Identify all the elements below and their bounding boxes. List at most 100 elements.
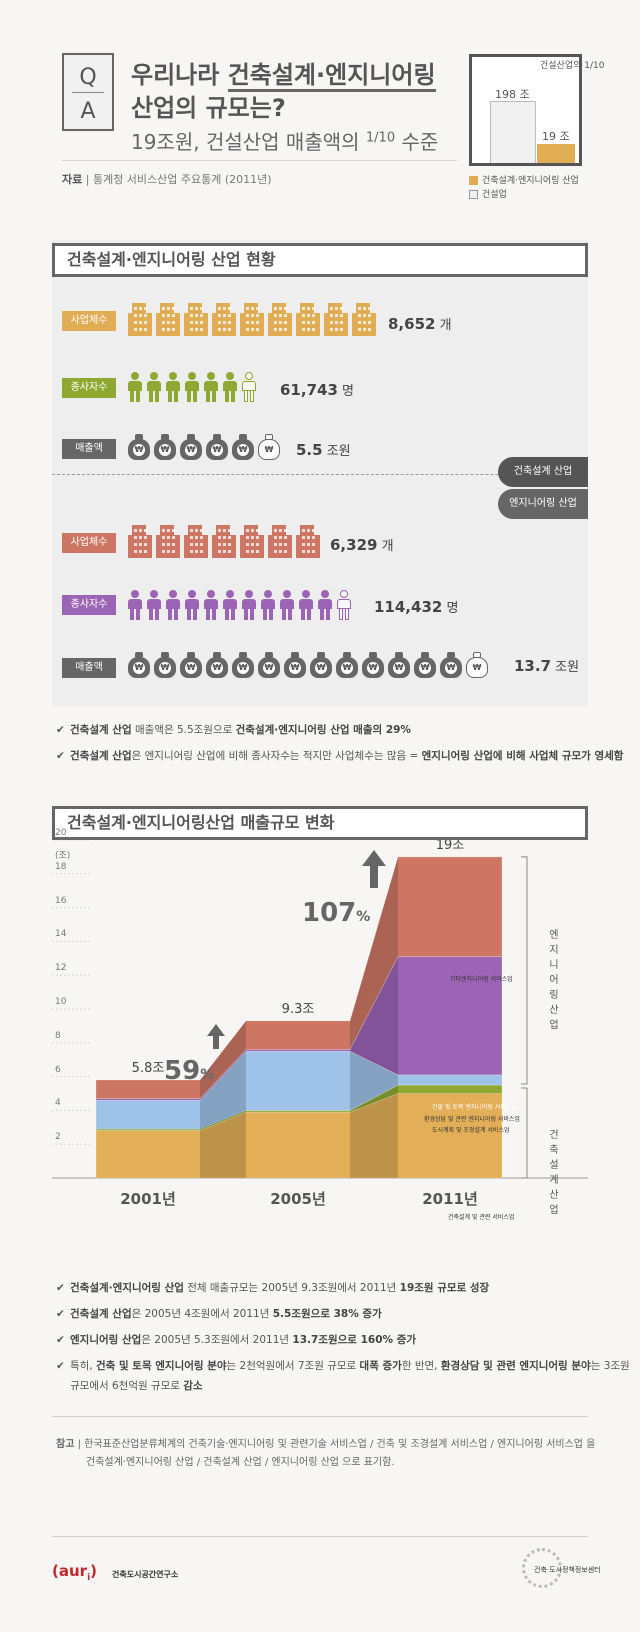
legend-construction: 건설업 [469, 187, 507, 200]
money-bag-icon: ₩ [284, 652, 306, 678]
area-transition-shade [200, 1051, 246, 1129]
eng-sales-icons: ₩ ₩ ₩ ₩ ₩ ₩ ₩ ₩ ₩ ₩ ₩ ₩ ₩ ₩ [128, 652, 492, 678]
money-bag-icon: ₩ [466, 652, 488, 678]
qa-badge: Q A [62, 53, 114, 131]
building-icon [296, 525, 320, 558]
building-icon [268, 525, 292, 558]
total-label: 19조 [436, 840, 465, 853]
building-icon [212, 303, 236, 336]
person-icon [318, 590, 332, 620]
divider [52, 1536, 588, 1537]
money-bag-icon: ₩ [258, 652, 280, 678]
person-icon [280, 590, 294, 620]
center-logo-icon [522, 1548, 562, 1588]
x-tick-label: 2005년 [270, 1190, 326, 1208]
building-icon [240, 303, 264, 336]
person-icon [185, 590, 199, 620]
arch-sales-label: 매출액 [62, 439, 116, 459]
area-transition-shade [350, 856, 398, 1050]
y-tick-label: 18 [55, 861, 67, 872]
construction-value: 198 조 [495, 88, 530, 101]
tab-engineering[interactable]: 엔지니어링 산업 [498, 489, 588, 519]
building-icon [268, 303, 292, 336]
institute-name: 건축도시공간연구소 [112, 1570, 179, 1579]
tab-architecture[interactable]: 건축설계 산업 [498, 457, 588, 487]
y-tick-label: 10 [55, 997, 67, 1007]
source: 자료 | 통계청 서비스산업 주요통계 (2011년) [62, 173, 272, 186]
qa-q: Q [79, 65, 97, 90]
arrow-up-icon [207, 1024, 225, 1049]
money-bag-icon: ₩ [128, 434, 150, 460]
arch-workers-label: 종사자수 [62, 378, 116, 398]
money-bag-icon: ₩ [310, 652, 332, 678]
area-transition-shade [200, 1110, 246, 1131]
legend-engineering: 건축설계·엔지니어링 산업 [469, 173, 579, 186]
building-icon [240, 525, 264, 558]
growth-59: 59% [164, 1056, 215, 1086]
page-title: 우리나라 건축설계·엔지니어링 [131, 55, 436, 92]
person-icon [261, 590, 275, 620]
money-bag-icon: ₩ [440, 652, 462, 678]
person-icon [185, 372, 199, 402]
money-bag-icon: ₩ [154, 434, 176, 460]
bracket-architecture [521, 1087, 528, 1179]
arch-sales-icons: ₩ ₩ ₩ ₩ ₩ ₩ [128, 434, 284, 460]
y-tick-label: 20 [55, 828, 67, 838]
person-icon [128, 590, 142, 620]
person-icon [147, 372, 161, 402]
person-icon [337, 590, 351, 620]
status-note-1: ✔ 건축설계 산업 매출액은 5.5조원으로 건축설계·엔지니어링 산업 매출의 … [56, 724, 411, 736]
answer: 19조원, 건설산업 매출액의 1/10 수준 [131, 130, 439, 154]
auri-logo: (auri) [52, 1562, 98, 1583]
label-engineering-vertical: 엔지니어링산업 [549, 930, 559, 1031]
bracket-engineering [521, 856, 528, 1085]
arch-companies-value: 8,652 개 [388, 315, 452, 333]
eng-companies-icons [128, 525, 324, 558]
status-title: 건축설계·엔지니어링 산업 현황 [52, 243, 588, 277]
person-icon [242, 372, 256, 402]
section-divider [52, 474, 588, 475]
seg-env: 환경상담 및 관련 엔지니어링 서비스업 [424, 1116, 520, 1123]
building-icon [324, 303, 348, 336]
arch-workers-icons [128, 372, 261, 402]
person-icon [242, 590, 256, 620]
building-icon [212, 525, 236, 558]
seg-arch: 건축설계 및 관련 서비스업 [448, 1214, 515, 1221]
answer-fraction: 1/10 [365, 130, 396, 146]
y-tick-label: 4 [55, 1098, 61, 1109]
money-bag-icon: ₩ [232, 652, 254, 678]
total-label: 9.3조 [282, 1002, 315, 1017]
area-transition-shade [200, 1112, 246, 1178]
money-bag-icon: ₩ [128, 652, 150, 678]
person-icon [147, 590, 161, 620]
chart-note-1: ✔ 건축설계·엔지니어링 산업 전체 매출규모는 2005년 9.3조원에서 20… [56, 1282, 490, 1294]
person-icon [166, 372, 180, 402]
y-tick-label: 16 [55, 895, 67, 906]
seg-civil: 건물 및 토목 엔지니어링 서비스업 [432, 1104, 517, 1111]
area-transition-shade [200, 1049, 246, 1101]
eng-companies-value: 6,329 개 [330, 536, 394, 554]
building-icon [184, 303, 208, 336]
chart-note-4: ✔ 특히, 건축 및 토목 엔지니어링 분야는 2천억원에서 7조원 규모로 대폭… [56, 1360, 630, 1372]
total-label: 5.8조 [132, 1061, 165, 1076]
area-transition-shade [200, 1020, 246, 1099]
arch-companies-label: 사업체수 [62, 311, 116, 331]
area-transition-shade [350, 1051, 398, 1111]
money-bag-icon: ₩ [336, 652, 358, 678]
y-unit: (조) [55, 851, 71, 861]
seg-other: 기타엔지니어링 서비스업 [450, 976, 513, 983]
page-title-line2: 산업의 규모는? [131, 94, 286, 122]
person-icon [128, 372, 142, 402]
area-transition-shade [350, 1093, 398, 1178]
money-bag-icon: ₩ [154, 652, 176, 678]
arch-sales-value: 5.5 조원 [296, 441, 351, 459]
chart-note-2: ✔ 건축설계 산업은 2005년 4조원에서 2011년 5.5조원으로 38% … [56, 1308, 382, 1320]
engineering-value: 19 조 [542, 130, 570, 143]
building-icon [296, 303, 320, 336]
money-bag-icon: ₩ [206, 652, 228, 678]
area-transition-shade [350, 956, 398, 1075]
eng-companies-label: 사업체수 [62, 533, 116, 553]
eng-sales-value: 13.7 조원 [514, 657, 580, 675]
money-bag-icon: ₩ [258, 434, 280, 460]
eng-workers-icons [128, 590, 356, 620]
